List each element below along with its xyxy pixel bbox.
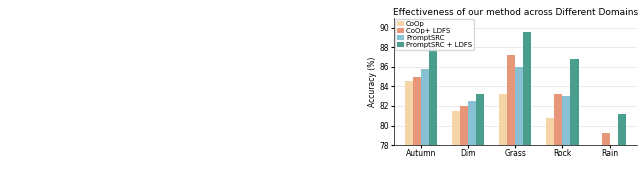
Bar [468, 101, 476, 177]
Legend: CoOp, CoOp+ LDFS, PromptSRC, PromptSRC + LDFS: CoOp, CoOp+ LDFS, PromptSRC, PromptSRC +… [395, 19, 474, 50]
Bar [507, 55, 515, 177]
Bar [547, 118, 554, 177]
Bar [499, 94, 507, 177]
Bar [452, 111, 460, 177]
Bar [476, 94, 484, 177]
Bar [460, 106, 468, 177]
Bar [602, 133, 610, 177]
Bar [524, 32, 531, 177]
Bar [554, 94, 563, 177]
Bar [413, 76, 420, 177]
Title: Effectiveness of our method across Different Domains: Effectiveness of our method across Diffe… [392, 8, 638, 17]
Bar [594, 165, 602, 177]
Bar [420, 69, 429, 177]
Bar [429, 47, 436, 177]
Y-axis label: Accuracy (%): Accuracy (%) [368, 56, 377, 107]
Bar [610, 155, 618, 177]
Bar [404, 81, 413, 177]
Bar [618, 114, 626, 177]
Bar [570, 59, 579, 177]
Bar [563, 96, 570, 177]
Bar [515, 67, 524, 177]
